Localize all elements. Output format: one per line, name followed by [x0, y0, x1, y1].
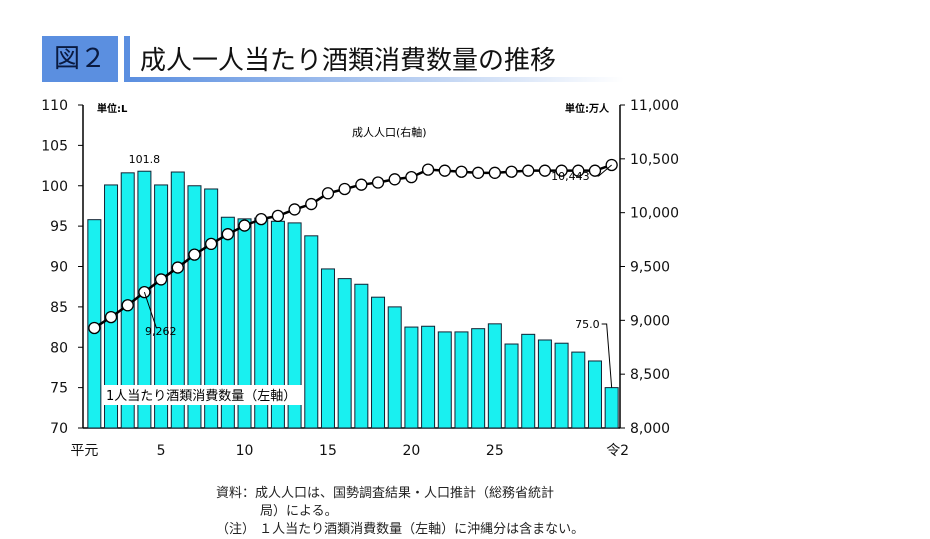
population-point — [388, 173, 401, 186]
population-point — [371, 176, 385, 189]
bar — [604, 387, 619, 429]
population-point — [405, 170, 418, 184]
right-unit-label: 単位:万人 — [565, 102, 610, 115]
source-note-1: 資料：成人人口は、国勢調査結果・人口推計（総務省統計 — [216, 486, 555, 501]
line-legend-label: 成人人口(右軸) — [352, 125, 427, 139]
population-point — [505, 165, 518, 178]
population-point — [104, 310, 118, 324]
right-tick-label: 10,000 — [630, 206, 679, 222]
left-unit-label: 単位:L — [97, 102, 128, 115]
line-last-label: 10,443 — [551, 170, 590, 183]
right-tick-label: 8,000 — [630, 421, 670, 437]
left-tick-label: 80 — [50, 340, 68, 356]
left-tick-label: 105 — [41, 138, 68, 154]
bar — [554, 342, 569, 429]
x-tick-label: 25 — [486, 443, 504, 459]
bar — [137, 170, 152, 429]
bar — [504, 343, 519, 429]
bar — [104, 184, 119, 429]
x-tick-label: 15 — [319, 443, 337, 459]
line-point-label: 9,262 — [145, 325, 177, 338]
bar — [337, 278, 352, 429]
footnote: （注） １人当たり酒類消費数量（左軸）に沖縄分は含まない。 — [216, 522, 585, 537]
bar — [187, 185, 202, 429]
x-tick-label: 5 — [157, 443, 166, 459]
bar — [220, 216, 235, 429]
left-tick-label: 95 — [50, 219, 68, 235]
bar — [454, 331, 469, 429]
population-point — [338, 182, 351, 196]
leader-line — [593, 164, 612, 177]
population-point — [522, 164, 535, 177]
population-point — [288, 203, 301, 216]
population-point — [221, 228, 234, 241]
population-point — [321, 187, 335, 200]
population-point — [154, 273, 168, 286]
bar-legend-label: 1人当たり酒類消費数量（左軸） — [106, 389, 296, 404]
bar — [170, 171, 185, 429]
bar — [437, 331, 452, 429]
population-point — [421, 163, 435, 176]
population-point — [538, 164, 552, 177]
bar-last-label: 75.0 — [575, 318, 600, 331]
population-point — [488, 166, 501, 179]
bar — [537, 339, 552, 429]
bar — [487, 323, 502, 429]
bar — [471, 328, 486, 429]
population-point — [255, 212, 268, 226]
right-tick-label: 9,500 — [630, 260, 670, 276]
population-point — [305, 197, 318, 211]
left-tick-label: 85 — [50, 300, 68, 316]
population-point — [472, 166, 485, 179]
title-bar: 成人一人当たり酒類消費数量の推移 — [124, 36, 624, 82]
bar — [521, 333, 536, 429]
x-tick-label: 20 — [402, 443, 420, 459]
population-point — [238, 219, 251, 232]
population-point — [438, 164, 451, 177]
right-tick-label: 8,500 — [630, 367, 670, 383]
bar — [421, 325, 436, 429]
population-point — [555, 164, 568, 177]
population-point — [188, 248, 201, 261]
bar — [404, 326, 419, 429]
chart-title: 成人一人当たり酒類消費数量の推移 — [140, 46, 557, 76]
bar-max-label: 101.8 — [129, 153, 161, 166]
leader-line — [143, 291, 157, 329]
population-point — [588, 164, 602, 177]
bar — [237, 218, 252, 429]
left-tick-label: 90 — [50, 260, 68, 276]
population-point — [205, 237, 218, 251]
bar — [387, 306, 402, 429]
bar — [587, 360, 602, 429]
right-tick-label: 9,000 — [630, 313, 670, 329]
bar — [354, 283, 369, 429]
x-tick-label: 10 — [236, 443, 254, 459]
population-point — [171, 261, 184, 274]
bar — [320, 268, 335, 429]
left-tick-label: 110 — [41, 98, 68, 114]
left-tick-label: 100 — [41, 179, 68, 195]
population-point — [572, 164, 585, 177]
x-tick-label: 令2 — [606, 443, 629, 459]
x-tick-label: 平元 — [70, 443, 98, 459]
bar — [304, 235, 319, 429]
right-tick-label: 10,500 — [630, 152, 679, 168]
bar — [371, 296, 386, 429]
left-tick-label: 75 — [50, 381, 68, 397]
right-tick-label: 11,000 — [630, 98, 679, 114]
leader-line — [601, 323, 613, 388]
bar — [154, 184, 169, 429]
population-point — [88, 321, 101, 335]
population-point — [455, 165, 468, 178]
left-tick-label: 70 — [50, 421, 68, 437]
figure-label: 図２ — [42, 36, 118, 82]
bar-legend-bg — [103, 385, 303, 405]
bar — [287, 222, 302, 429]
bar — [571, 351, 586, 429]
population-point — [355, 178, 368, 191]
source-note-2: 局）による。 — [260, 504, 338, 519]
population-point — [271, 209, 285, 223]
population-point — [121, 299, 134, 312]
